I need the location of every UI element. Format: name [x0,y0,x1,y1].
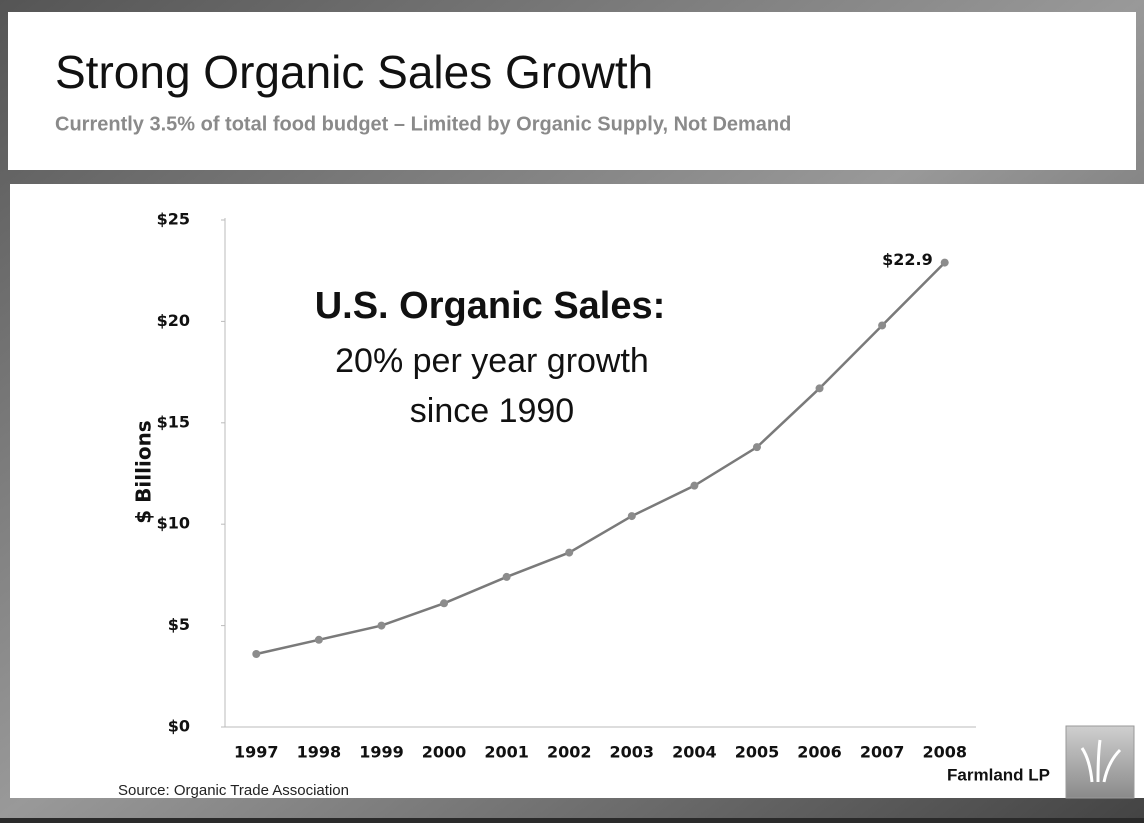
y-axis-label: $ Billions [132,420,156,523]
content-panel [10,184,1144,798]
data-point [878,321,887,330]
y-tick-label: $25 [157,210,190,229]
x-tick-label: 2008 [922,743,967,762]
source: Source: Organic Trade Association [118,782,349,799]
logo-mark [1080,739,1122,783]
data-point [940,258,949,267]
y-tick-label: $10 [157,514,190,533]
annotation: 20% per year growth [335,342,649,380]
x-tick-label: 1997 [234,743,279,762]
y-tick-label: $15 [157,412,190,431]
data-line [256,261,946,656]
x-tick-label: 2000 [422,743,467,762]
data-point [377,621,386,630]
data-point [502,572,511,581]
x-tick-label: 1999 [359,743,404,762]
brand: Farmland LP [947,765,1050,784]
slide-subtitle: Currently 3.5% of total food budget – Li… [55,113,791,135]
data-point [815,384,824,393]
header-panel [8,12,1136,170]
annotation: U.S. Organic Sales: [315,285,666,327]
data-point [627,512,636,521]
x-tick-label: 2006 [797,743,842,762]
data-point [565,548,574,557]
slide-title: Strong Organic Sales Growth [55,46,653,98]
x-tick-label: 2007 [860,743,905,762]
y-tick-label: $20 [157,311,190,330]
x-tick-label: 1998 [297,743,342,762]
data-point [252,649,261,658]
x-tick-label: 2004 [672,743,717,762]
y-tick-label: $5 [168,615,190,634]
x-tick-label: 2005 [735,743,780,762]
annotation: since 1990 [410,392,574,430]
x-tick-label: 2003 [610,743,655,762]
x-tick-label: 2002 [547,743,592,762]
data-point [440,599,449,608]
data-point [314,635,323,644]
data-point [752,443,761,452]
data-label: $22.9 [882,250,933,269]
logo [1065,725,1135,799]
y-tick-label: $0 [168,717,190,736]
x-tick-label: 2001 [484,743,529,762]
data-point [690,481,699,490]
